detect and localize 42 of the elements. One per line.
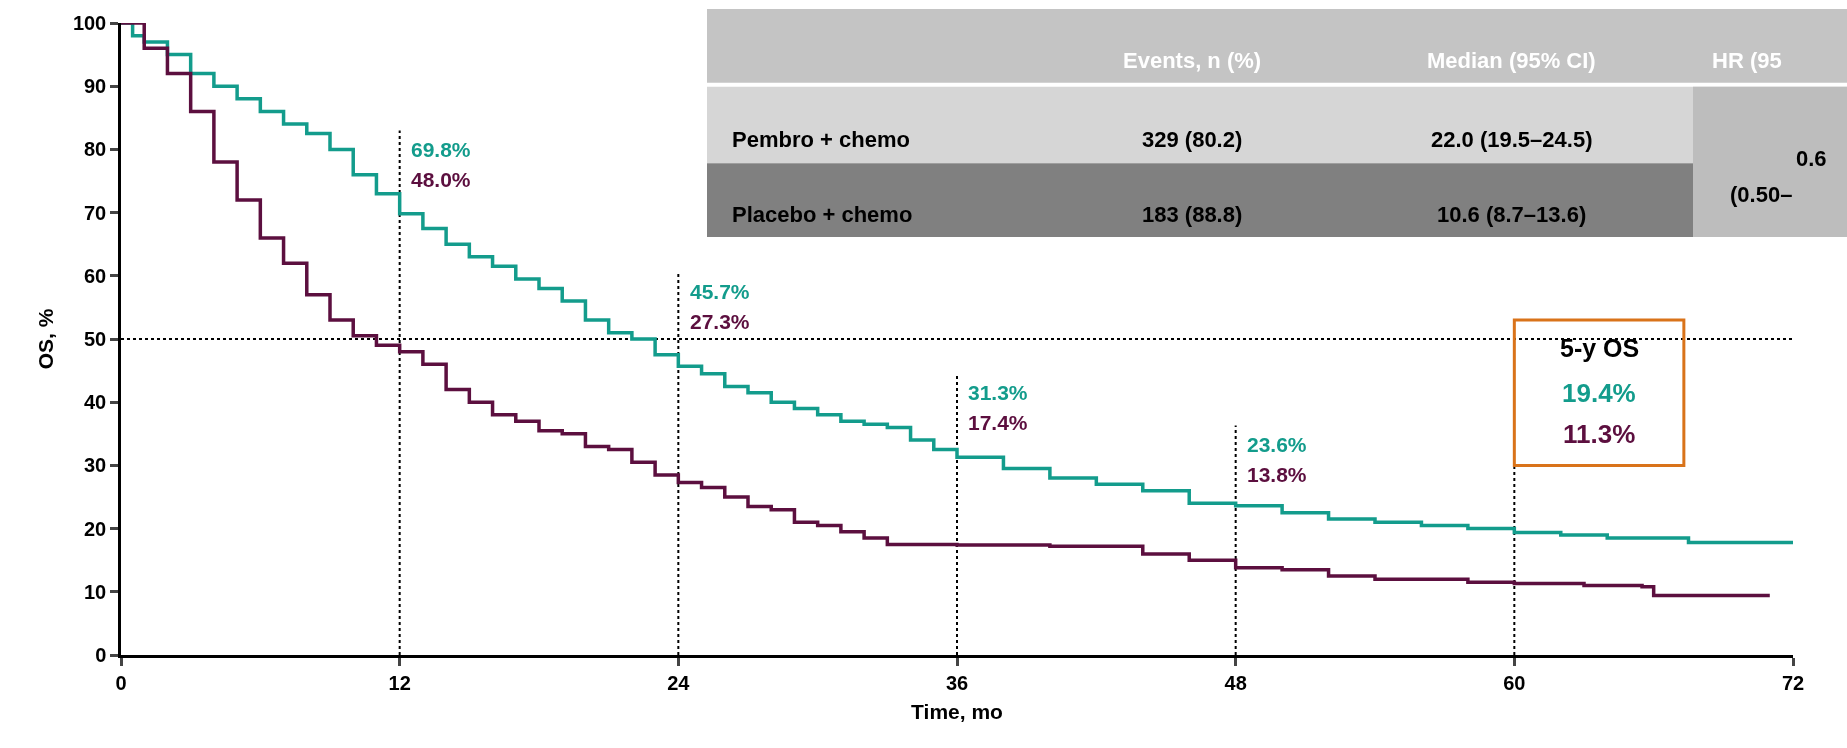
y-axis-title: OS, % bbox=[34, 308, 58, 370]
annotation: 183 (88.8) bbox=[1142, 202, 1243, 227]
x-tick-label: 12 bbox=[388, 671, 411, 694]
annotation: 23.6% bbox=[1247, 433, 1307, 456]
annotation: 48.0% bbox=[411, 168, 471, 191]
annotation: 19.4% bbox=[1562, 378, 1636, 408]
y-tick-label: 80 bbox=[84, 138, 107, 161]
annotation: 11.3% bbox=[1563, 419, 1636, 449]
y-tick-label: 10 bbox=[84, 580, 107, 603]
annotation: 45.7% bbox=[690, 280, 750, 303]
annotation: 31.3% bbox=[968, 381, 1028, 404]
annotation: HR (95 bbox=[1712, 48, 1782, 73]
y-tick-label: 70 bbox=[84, 201, 107, 224]
y-tick-label: 50 bbox=[84, 328, 107, 350]
y-tick-label: 100 bbox=[72, 12, 107, 34]
annotation: Placebo + chemo bbox=[732, 202, 913, 227]
annotation: 69.8% bbox=[411, 138, 471, 161]
annotation: Pembro + chemo bbox=[732, 127, 910, 152]
x-tick-label: 48 bbox=[1224, 671, 1247, 694]
annotation: 329 (80.2) bbox=[1142, 127, 1243, 152]
x-tick-label: 60 bbox=[1503, 671, 1526, 694]
annotation: 17.4% bbox=[968, 411, 1028, 434]
annotation: Events, n (%) bbox=[1123, 48, 1262, 73]
y-tick-label: 20 bbox=[84, 517, 107, 540]
x-tick-label: 0 bbox=[115, 671, 127, 694]
y-tick-label: 0 bbox=[95, 644, 107, 666]
x-axis-title: Time, mo bbox=[911, 699, 1003, 723]
text: 0.6 bbox=[1796, 146, 1827, 171]
y-tick-label: 90 bbox=[84, 75, 107, 98]
annotation: 13.8% bbox=[1247, 463, 1307, 486]
x-tick-label: 36 bbox=[945, 671, 969, 694]
annotation: (0.50– bbox=[1730, 182, 1793, 207]
x-tick-label: 24 bbox=[667, 671, 691, 694]
y-tick-label: 30 bbox=[84, 454, 107, 477]
y-tick-label: 40 bbox=[84, 391, 107, 414]
y-tick-label: 60 bbox=[84, 264, 107, 287]
annotation: 10.6 (8.7–13.6) bbox=[1437, 202, 1587, 227]
annotation: Median (95% CI) bbox=[1427, 48, 1596, 73]
x-tick-label: 72 bbox=[1781, 671, 1805, 694]
annotation: 27.3% bbox=[690, 310, 750, 333]
annotation: 5-y OS bbox=[1560, 334, 1640, 362]
annotation: 22.0 (19.5–24.5) bbox=[1431, 127, 1593, 152]
